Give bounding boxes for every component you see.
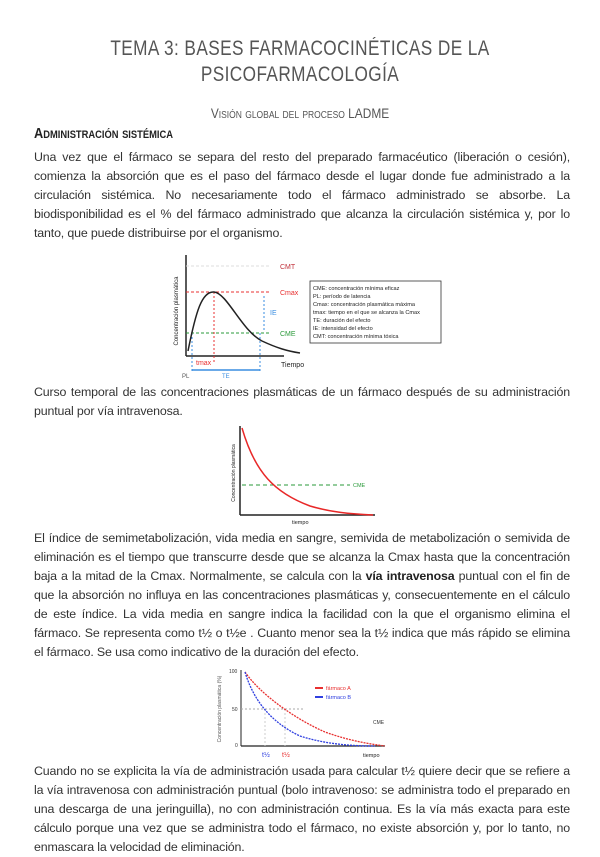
cme-label: CME — [353, 483, 366, 489]
paragraph-iv-route: Cuando no se explicita la vía de adminis… — [34, 764, 570, 854]
page-title: TEMA 3: BASES FARMACOCINÉTICAS DE LA PSI… — [110, 37, 490, 86]
paragraph-half-life: El índice de semimetabolización, vida me… — [34, 531, 570, 659]
legend-farmaco-a: fármaco A — [326, 686, 351, 692]
y-tick-100: 100 — [229, 669, 238, 675]
legend-item: TE: duración del efecto — [313, 318, 371, 324]
cme-label: CME — [280, 331, 296, 338]
legend-box — [309, 280, 442, 344]
x-axis-label: tiempo — [292, 520, 309, 525]
tmax-label: tmax — [196, 360, 212, 367]
half-life-a-label: t½ — [282, 751, 290, 759]
figure-plasma-concentration-curve: Concentración plasmática CMT Cmax CME IE… — [174, 255, 442, 379]
legend-farmaco-b: fármaco B — [326, 695, 351, 701]
x-axis-label: Tiempo — [281, 362, 304, 369]
concentration-curve — [241, 427, 374, 516]
cmax-label: Cmax — [280, 290, 299, 297]
legend-item: Cmax: concentración plasmática máxima — [313, 302, 416, 308]
legend-item: PL: período de latencia — [313, 294, 371, 300]
figure-iv-elimination-curve: Concentración plasmática CME tiempo — [231, 426, 375, 525]
te-label: TE — [222, 374, 230, 379]
legend-item: IE: intensidad del efecto — [313, 326, 373, 332]
paragraph-caption: Curso temporal de las concentraciones pl… — [34, 385, 570, 418]
figure-half-life-comparison: Concentración plasmática (%) 100 50 0 fá… — [217, 669, 386, 759]
page-subtitle: Visión global del proceso LADME — [210, 105, 390, 121]
cme-label: CME — [373, 720, 385, 726]
paragraph-absorption: Una vez que el fármaco se separa del res… — [34, 150, 570, 240]
y-axis-label: Concentración plasmática (%) — [217, 675, 223, 742]
legend-item: tmax: tiempo en el que se alcanza la Cma… — [313, 310, 420, 316]
y-tick-50: 50 — [232, 707, 238, 713]
concentration-curve — [187, 291, 301, 354]
half-life-b-label: t½ — [262, 751, 270, 759]
series-farmaco-b — [244, 671, 376, 747]
y-axis-label: Concentración plasmática — [174, 276, 180, 346]
legend-item: CME: concentración mínima eficaz — [313, 286, 400, 292]
y-axis-label: Concentración plasmática — [231, 444, 237, 502]
x-axis-label: tiempo — [363, 753, 380, 759]
pl-label: PL — [182, 374, 190, 379]
legend-item: CMT: concentración mínima tóxica — [313, 334, 399, 340]
series-farmaco-a — [244, 671, 386, 747]
section-heading: Administración sistémica — [34, 125, 173, 142]
cmt-label: CMT — [280, 264, 296, 271]
ie-label: IE — [270, 310, 277, 317]
y-tick-0: 0 — [235, 743, 238, 749]
